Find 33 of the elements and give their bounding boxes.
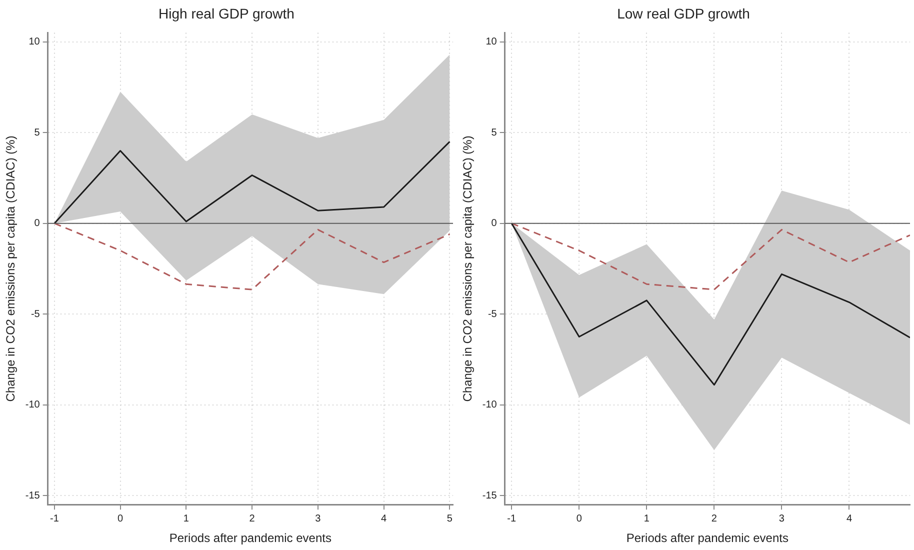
line-series [510, 222, 910, 290]
x-tick-label: -1 [50, 513, 60, 524]
y-tick-label: 10 [28, 36, 40, 48]
x-tick-label: 0 [118, 513, 124, 524]
x-tick-label: 4 [846, 513, 852, 524]
y-tick-label: 0 [491, 218, 498, 230]
x-tick-label: 2 [711, 513, 718, 524]
y-tick-label: -5 [488, 308, 498, 320]
x-tick-label: 2 [249, 513, 256, 524]
x-tick-label: 3 [315, 513, 322, 524]
y-axis-title: Change in CO2 emissions per capita (CDIAC) (%) [4, 136, 18, 402]
x-tick-label: 1 [183, 513, 190, 524]
y-tick-label: -5 [30, 308, 40, 320]
x-tick-label: 5 [446, 513, 453, 524]
line-series [54, 222, 450, 290]
x-axis-title: Periods after pandemic events [169, 531, 332, 546]
x-axis-title: Periods after pandemic events [626, 531, 788, 546]
y-tick-label: 5 [491, 127, 498, 138]
x-tick-label: 4 [381, 513, 388, 524]
x-tick-label: 3 [778, 513, 785, 524]
y-tick-label: 10 [486, 36, 498, 48]
y-tick-label: 5 [34, 127, 40, 138]
x-tick-label: 1 [644, 513, 650, 524]
y-tick-label: -10 [25, 400, 40, 411]
chart-title: High real GDP growth [158, 5, 294, 22]
y-axis-title: Change in CO2 emissions per capita (CDIAC) (%) [460, 136, 475, 402]
x-tick-label: -1 [507, 513, 516, 524]
y-tick-label: -15 [25, 490, 40, 502]
y-tick-label: -10 [482, 400, 498, 411]
y-tick-label: -15 [482, 490, 498, 502]
x-tick-label: 0 [576, 513, 582, 524]
chart-title: Low real GDP growth [617, 5, 750, 22]
y-tick-label: 0 [34, 218, 40, 230]
